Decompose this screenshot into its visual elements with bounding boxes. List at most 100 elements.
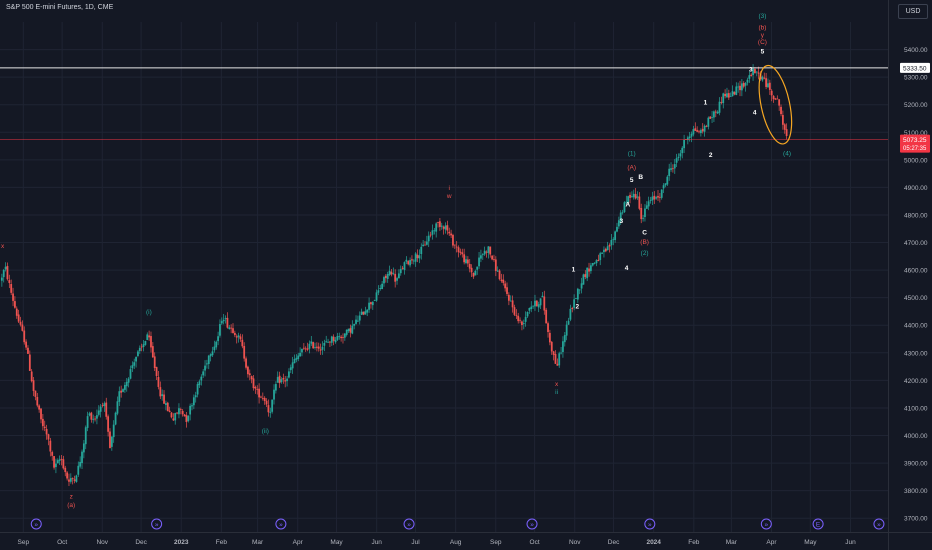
candle-body <box>593 262 596 264</box>
candle-body <box>780 106 782 115</box>
candle-body <box>498 270 501 280</box>
candle-body <box>589 265 592 272</box>
candle-body <box>133 362 136 366</box>
candle-body <box>655 197 658 199</box>
candle-body <box>424 244 426 246</box>
candle-body <box>522 322 525 324</box>
candle-body <box>308 343 311 349</box>
candle-body <box>619 212 622 222</box>
candle-body <box>252 378 255 389</box>
candle-body <box>189 405 192 415</box>
candle-body <box>737 86 740 88</box>
currency-button[interactable]: USD <box>898 4 928 19</box>
wave-label: (2) <box>641 250 649 257</box>
candle-body <box>664 183 667 186</box>
candle-body <box>653 195 656 200</box>
candle-body <box>120 390 123 393</box>
time-tick-label: Apr <box>293 539 304 546</box>
candle-body <box>330 336 333 343</box>
candle-body <box>675 158 678 163</box>
candle-body <box>317 346 320 349</box>
candle-body <box>776 98 779 100</box>
candle-body <box>433 230 436 232</box>
candle-body <box>125 381 128 387</box>
candle-body <box>489 246 492 255</box>
candle-body <box>123 384 126 390</box>
candle-body <box>722 93 725 104</box>
candle-body <box>338 336 341 338</box>
candle-body <box>673 164 676 169</box>
candle-body <box>599 253 602 261</box>
candle-body <box>377 290 380 293</box>
candle-body <box>183 414 186 417</box>
wave-label: (A) <box>627 164 636 171</box>
candle-body <box>284 380 287 382</box>
candle-body <box>276 377 279 383</box>
wave-label: ii <box>555 389 558 396</box>
candle-body <box>645 205 648 209</box>
candle-body <box>470 267 473 273</box>
candle-body <box>49 440 52 452</box>
candle-body <box>107 416 110 432</box>
time-tick-label: Apr <box>766 539 777 546</box>
candle-body <box>537 304 540 308</box>
candle-body <box>176 412 178 414</box>
candle-body <box>360 311 363 315</box>
candle-body <box>25 341 27 348</box>
candle-body <box>778 99 781 106</box>
candle-body <box>267 405 270 413</box>
candle-body <box>274 384 277 391</box>
candle-body <box>465 259 467 264</box>
candle-body <box>604 248 607 252</box>
candle-body <box>96 415 98 419</box>
candle-body <box>226 317 229 328</box>
candle-body <box>543 296 546 311</box>
candle-body <box>148 335 151 338</box>
candle-body <box>649 199 652 201</box>
candle-body <box>82 443 85 453</box>
candle-body <box>657 196 659 198</box>
candle-body <box>668 168 671 177</box>
candle-body <box>714 111 717 113</box>
candle-body <box>442 226 445 229</box>
candle-body <box>534 300 536 307</box>
wave-label: x <box>555 381 559 388</box>
candle-body <box>576 288 579 300</box>
candle-body <box>485 251 488 253</box>
candle-body <box>273 389 275 400</box>
candle-body <box>450 233 452 236</box>
candle-body <box>28 354 31 371</box>
candle-body <box>286 378 288 382</box>
candle-body <box>491 255 494 260</box>
candle-body <box>757 72 760 74</box>
price-tick-label: 5200.00 <box>904 102 928 109</box>
wave-label: 5 <box>761 49 765 56</box>
candle-body <box>237 335 240 338</box>
event-icon <box>760 518 772 530</box>
candle-body <box>368 302 370 310</box>
candle-body <box>342 337 344 338</box>
event-icon-glyph: » <box>407 522 411 529</box>
candle-body <box>250 376 253 380</box>
candle-body <box>612 238 615 240</box>
candle-body <box>457 247 460 253</box>
candle-body <box>62 459 65 469</box>
candle-body <box>521 321 523 326</box>
candle-body <box>474 270 477 276</box>
candle-body <box>159 387 162 397</box>
candle-body <box>515 314 518 316</box>
candle-body <box>112 424 115 438</box>
symbol-title[interactable]: S&P 500 E-mini Futures, 1D, CME <box>6 4 114 11</box>
candle-body <box>481 254 484 256</box>
candle-body <box>36 396 39 406</box>
candle-body <box>483 250 486 255</box>
candle-body <box>289 367 292 371</box>
candle-body <box>166 402 169 411</box>
price-tick-label: 4000.00 <box>904 433 928 440</box>
wave-label: 2 <box>576 304 580 311</box>
candle-body <box>571 307 574 309</box>
candle-body <box>207 355 210 365</box>
candle-body <box>58 459 61 461</box>
candle-body <box>56 460 59 464</box>
